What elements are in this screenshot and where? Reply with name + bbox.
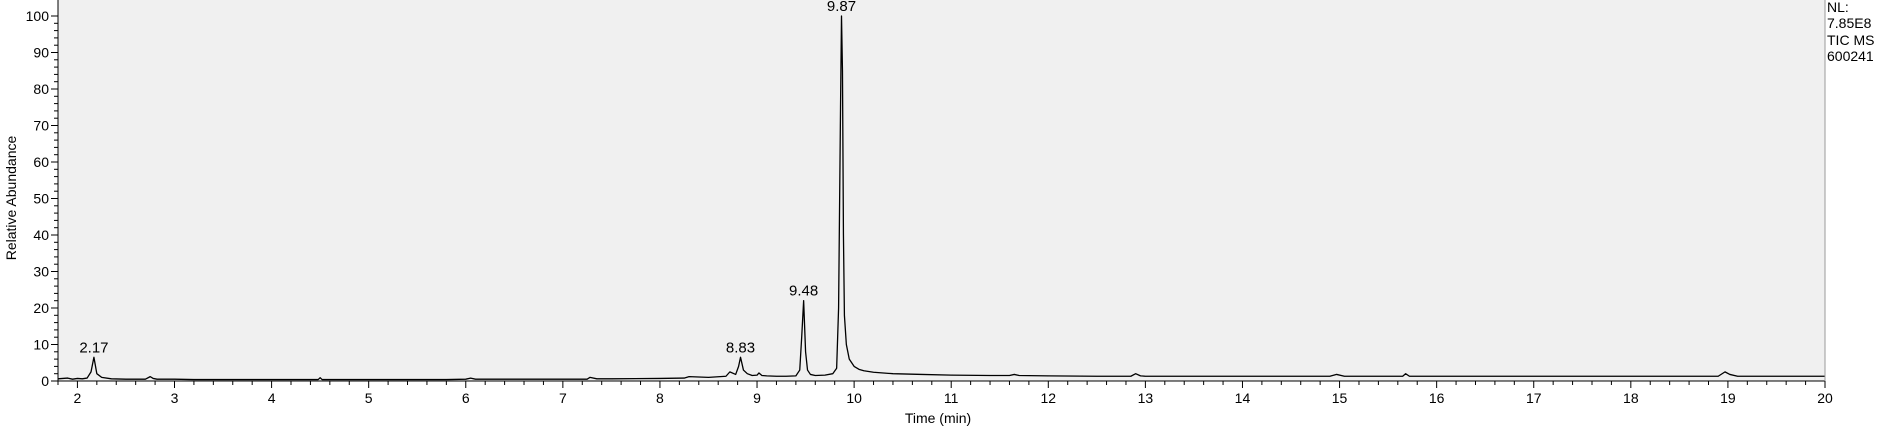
x-tick-label: 3 <box>171 390 179 406</box>
plot-area <box>58 0 1825 381</box>
y-tick-label: 100 <box>26 8 50 24</box>
y-tick-label: 60 <box>33 154 49 170</box>
y-tick-label: 80 <box>33 81 49 97</box>
x-tick-label: 12 <box>1041 390 1057 406</box>
x-tick-label: 5 <box>365 390 373 406</box>
x-tick-label: 20 <box>1817 390 1833 406</box>
x-tick-label: 2 <box>74 390 82 406</box>
x-tick-label: 11 <box>944 390 959 406</box>
x-tick-label: 16 <box>1429 390 1445 406</box>
info-line-2: 7.85E8 <box>1827 15 1872 31</box>
y-tick-label: 20 <box>33 300 49 316</box>
x-tick-label: 19 <box>1720 390 1736 406</box>
info-line-3: TIC MS <box>1827 32 1874 48</box>
peak-label: 2.17 <box>79 339 108 356</box>
peak-label: 9.87 <box>827 0 856 15</box>
x-tick-label: 14 <box>1235 390 1251 406</box>
x-tick-label: 15 <box>1332 390 1348 406</box>
x-tick-label: 10 <box>846 390 862 406</box>
x-tick-label: 13 <box>1138 390 1154 406</box>
y-tick-label: 40 <box>33 227 49 243</box>
x-tick-label: 6 <box>462 390 470 406</box>
x-tick-label: 9 <box>753 390 761 406</box>
peak-label: 9.48 <box>789 283 818 300</box>
y-tick-label: 10 <box>33 337 49 353</box>
tic-trace-line <box>57 15 1825 381</box>
x-tick-label: 8 <box>656 390 664 406</box>
x-axis-ticks: 2 3 4 5 6 7 8 9 10 11 12 13 14 15 16 17 18 19 20 <box>57 381 1833 406</box>
y-tick-label: 50 <box>33 191 49 207</box>
info-line-1: NL: <box>1827 0 1849 15</box>
x-tick-label: 17 <box>1526 390 1542 406</box>
x-tick-label: 7 <box>559 390 567 406</box>
x-tick-label: 4 <box>268 390 276 406</box>
info-block: NL: 7.85E8 TIC MS 600241 <box>1827 0 1874 64</box>
y-axis-title: Relative Abundance <box>3 136 19 261</box>
x-tick-label: 18 <box>1623 390 1639 406</box>
info-line-4: 600241 <box>1827 48 1874 64</box>
y-axis-ticks: 0 10 20 30 40 50 60 70 80 90 100 <box>26 8 58 389</box>
y-tick-label: 0 <box>41 373 49 389</box>
y-tick-label: 30 <box>33 264 49 280</box>
peak-annotations: 2.17 8.83 9.48 9.87 <box>79 0 856 356</box>
y-tick-label: 70 <box>33 118 49 134</box>
peak-label: 8.83 <box>726 339 755 356</box>
x-axis-title: Time (min) <box>905 410 971 426</box>
y-tick-label: 90 <box>33 45 49 61</box>
